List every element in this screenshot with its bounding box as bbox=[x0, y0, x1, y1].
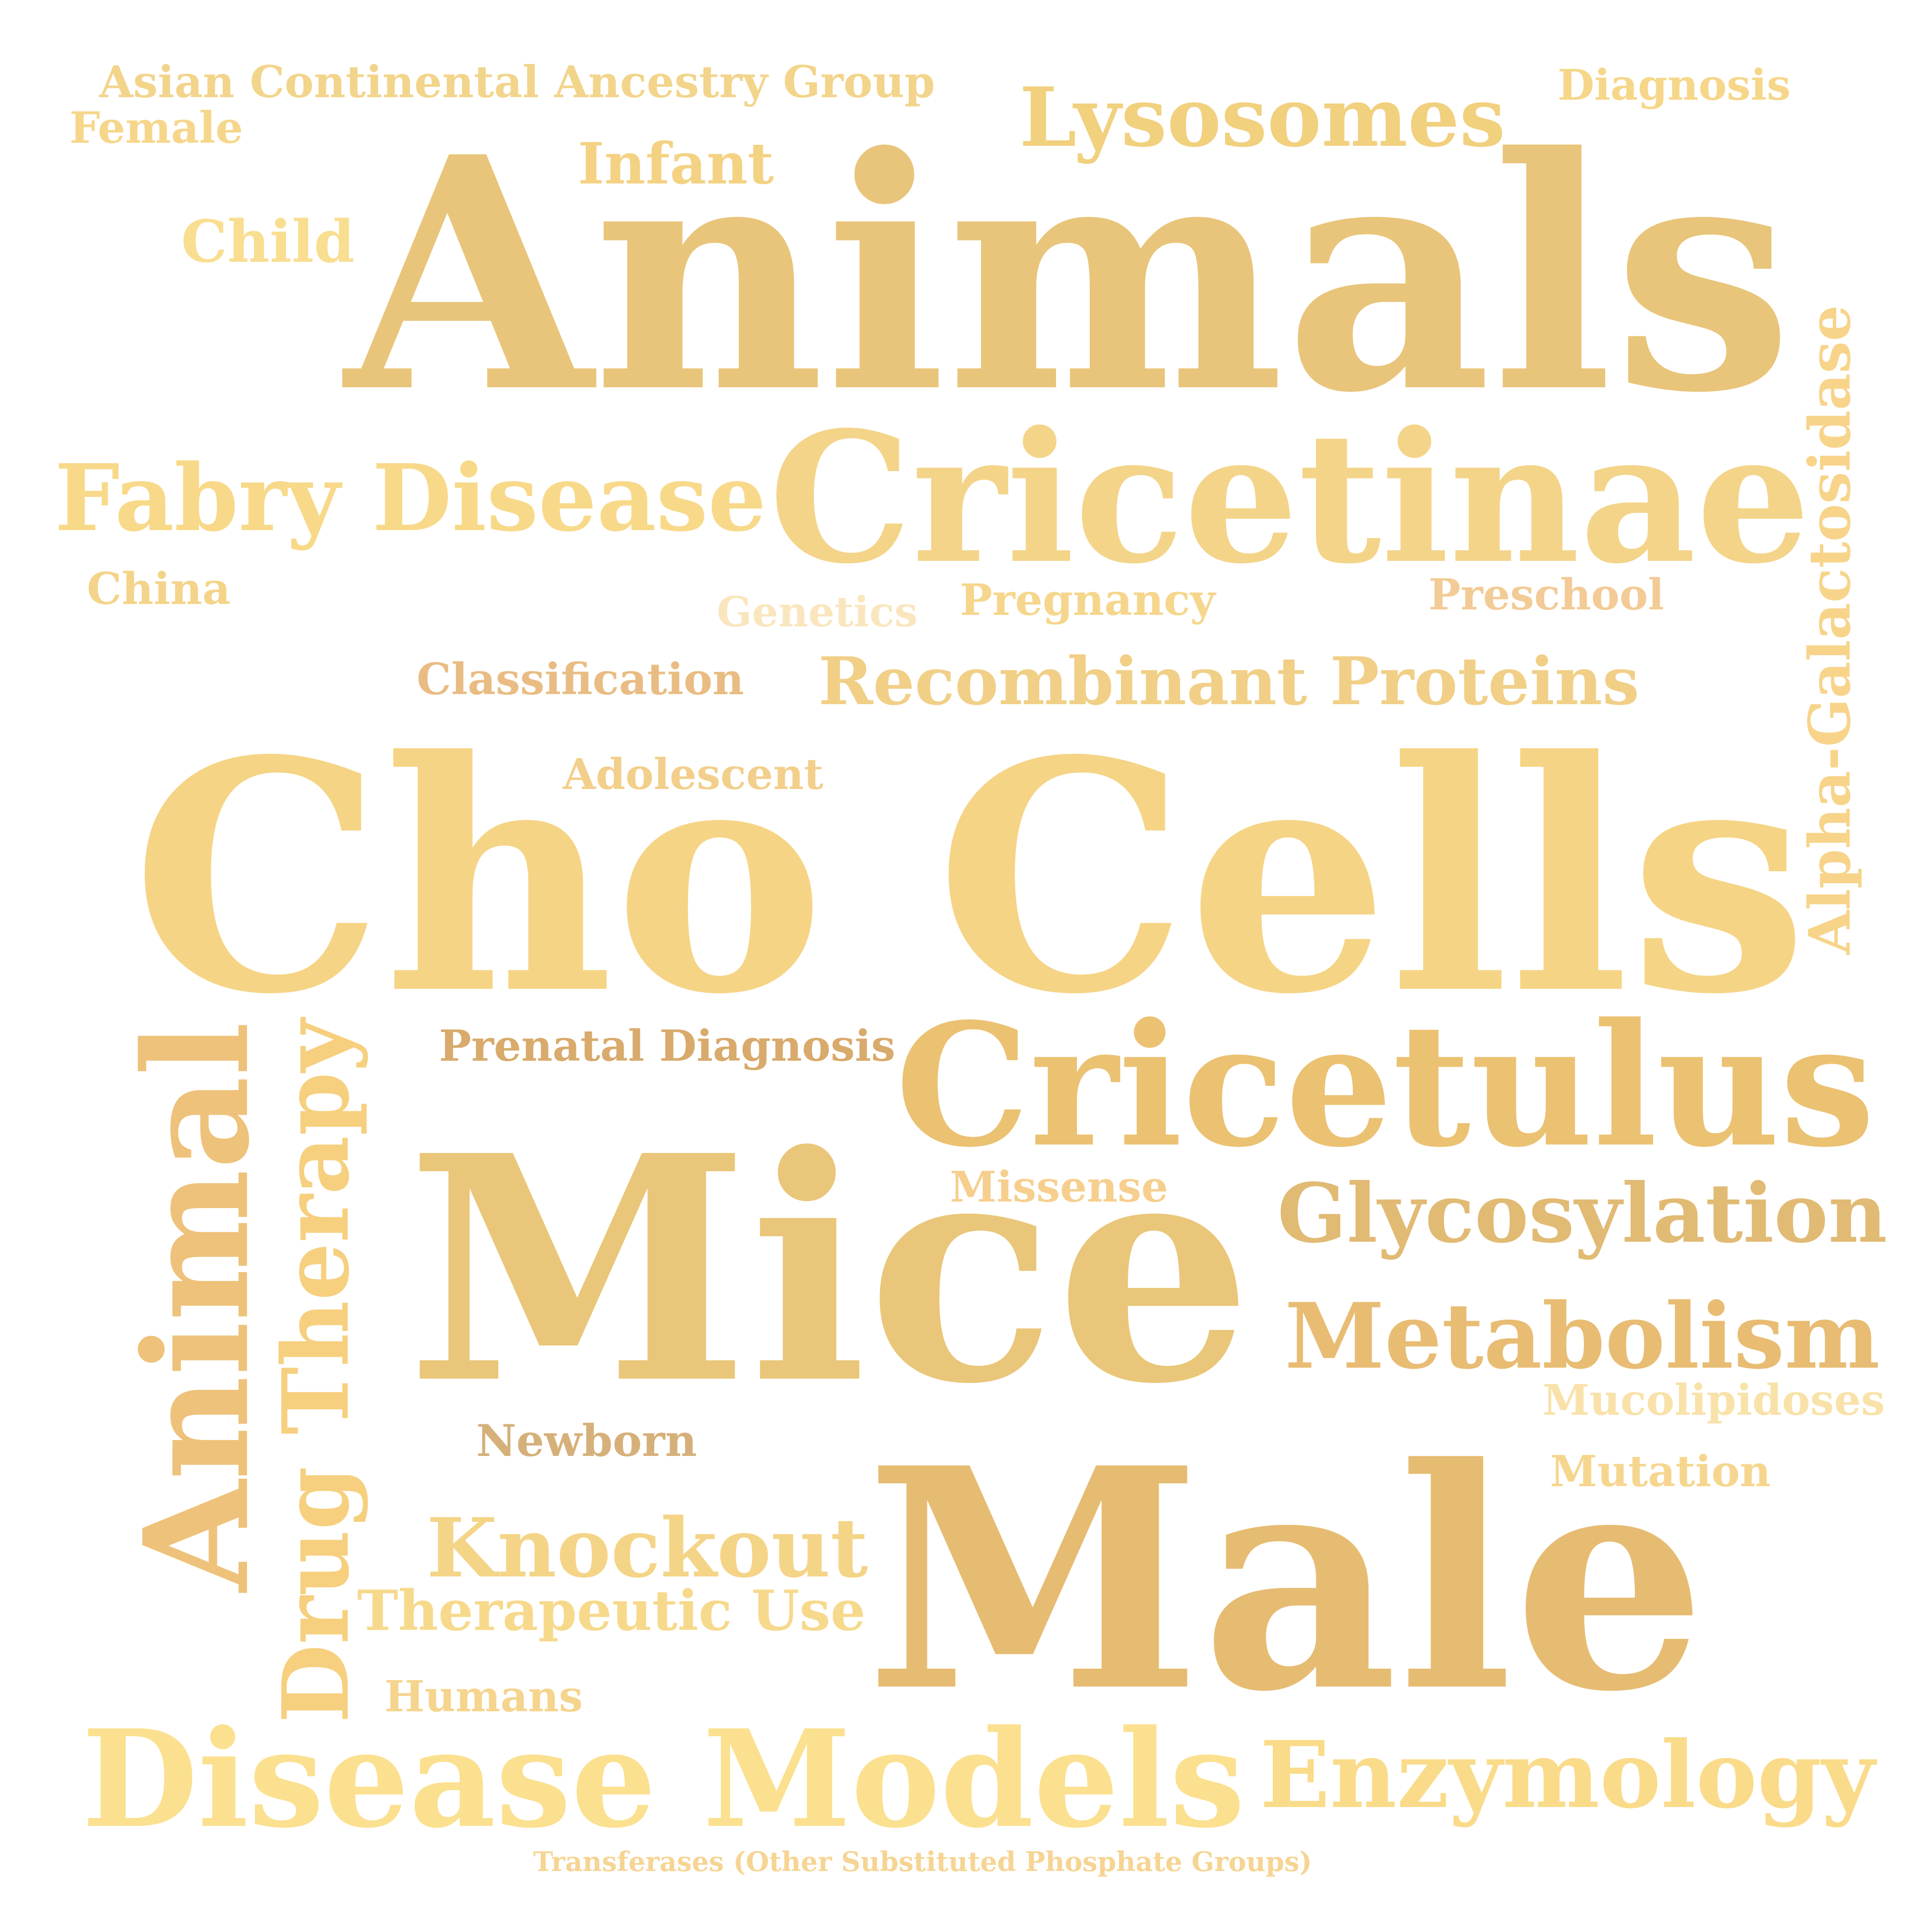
word-genetics: Genetics bbox=[717, 588, 918, 637]
word-lysosomes: Lysosomes bbox=[1019, 69, 1505, 166]
word-diagnosis: Diagnosis bbox=[1558, 60, 1791, 110]
word-enzymology: Enzymology bbox=[1260, 1721, 1875, 1829]
word-classification: Classification bbox=[417, 654, 744, 705]
word-female: Female bbox=[69, 102, 244, 153]
word-alpha-galactosidase: Alpha-Galactosidase bbox=[1796, 305, 1864, 955]
word-adolescent: Adolescent bbox=[563, 749, 823, 799]
word-animal: Animal bbox=[112, 1022, 281, 1592]
word-metabolism: Metabolism bbox=[1285, 1283, 1880, 1389]
word-mutation: Mutation bbox=[1550, 1446, 1771, 1497]
word-newborn: Newborn bbox=[476, 1414, 697, 1466]
word-preschool: Preschool bbox=[1429, 570, 1664, 620]
word-prenatal-diagnosis: Prenatal Diagnosis bbox=[439, 1021, 895, 1071]
word-transferases: Transferases (Other Substituted Phosphat… bbox=[533, 1846, 1312, 1878]
word-child: Child bbox=[181, 207, 355, 276]
word-china: China bbox=[87, 563, 231, 615]
word-mice: Mice bbox=[407, 1088, 1252, 1452]
word-cricetulus: Cricetulus bbox=[895, 986, 1875, 1185]
word-knockout: Knockout bbox=[427, 1500, 868, 1596]
word-pregnancy: Pregnancy bbox=[960, 574, 1215, 626]
word-humans: Humans bbox=[384, 1672, 583, 1722]
word-cricetinae: Cricetinae bbox=[769, 392, 1810, 604]
word-drug-therapy: Drug Therapy bbox=[262, 1019, 370, 1723]
word-asian-continental-ancestry-group: Asian Continental Ancestry Group bbox=[99, 56, 935, 108]
word-infant: Infant bbox=[578, 130, 774, 197]
word-therapeutic-use: Therapeutic Use bbox=[357, 1579, 866, 1644]
word-fabry-disease: Fabry Disease bbox=[55, 444, 766, 552]
word-male: Male bbox=[866, 1402, 1706, 1758]
word-recombinant-proteins: Recombinant Proteins bbox=[818, 643, 1639, 720]
word-glycosylation: Glycosylation bbox=[1277, 1165, 1887, 1262]
word-cho-cells: Cho Cells bbox=[131, 691, 1808, 1064]
word-missense: Missense bbox=[950, 1162, 1168, 1212]
word-mucolipidoses: Mucolipidoses bbox=[1543, 1376, 1885, 1426]
word-disease-models: Disease Models bbox=[82, 1700, 1245, 1858]
word-animals: Animals bbox=[345, 87, 1793, 463]
